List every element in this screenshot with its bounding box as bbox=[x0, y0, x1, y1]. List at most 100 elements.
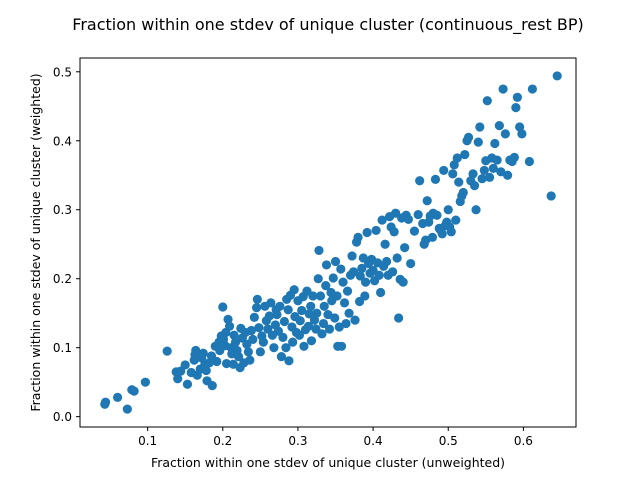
data-point-205 bbox=[469, 181, 480, 191]
data-point-123 bbox=[336, 341, 347, 351]
data-point-103 bbox=[312, 308, 322, 318]
data-point-7 bbox=[162, 346, 172, 356]
data-point-185 bbox=[437, 229, 447, 239]
data-point-43 bbox=[230, 337, 241, 347]
data-point-153 bbox=[380, 239, 390, 249]
data-point-106 bbox=[315, 291, 326, 301]
data-point-134 bbox=[353, 232, 363, 242]
data-point-76 bbox=[278, 332, 288, 342]
data-point-41 bbox=[228, 359, 238, 369]
data-point-96 bbox=[303, 321, 314, 331]
data-point-93 bbox=[299, 341, 309, 351]
data-point-179 bbox=[427, 232, 438, 242]
y-axis-ticks: 0.0 0.1 0.2 0.3 0.4 0.5 bbox=[53, 65, 80, 424]
data-point-193 bbox=[449, 160, 459, 170]
data-point-150 bbox=[376, 287, 386, 298]
data-point-219 bbox=[496, 167, 506, 177]
data-point-209 bbox=[477, 174, 487, 184]
data-point-60 bbox=[255, 347, 265, 357]
data-point-151 bbox=[377, 215, 387, 225]
data-point-200 bbox=[460, 149, 470, 160]
data-point-208 bbox=[475, 122, 485, 132]
x-tick-label: 0.3 bbox=[288, 434, 307, 448]
data-point-81 bbox=[284, 356, 294, 366]
data-point-108 bbox=[318, 318, 329, 329]
data-point-84 bbox=[288, 337, 298, 347]
data-point-172 bbox=[415, 176, 425, 186]
data-point-91 bbox=[297, 305, 307, 316]
data-point-122 bbox=[336, 264, 346, 274]
data-point-147 bbox=[371, 225, 381, 236]
data-point-75 bbox=[276, 352, 287, 362]
data-point-107 bbox=[317, 329, 327, 339]
x-tick-label: 0.5 bbox=[439, 434, 458, 448]
y-tick-label: 0.1 bbox=[53, 341, 72, 355]
data-point-2 bbox=[112, 392, 123, 402]
data-point-69 bbox=[269, 343, 279, 353]
data-point-66 bbox=[264, 311, 274, 321]
data-point-72 bbox=[272, 309, 282, 320]
x-tick-label: 0.6 bbox=[514, 434, 533, 448]
y-tick-label: 0.3 bbox=[53, 203, 72, 217]
data-point-218 bbox=[494, 120, 504, 131]
data-point-189 bbox=[443, 205, 453, 215]
data-point-194 bbox=[451, 215, 461, 225]
data-point-97 bbox=[304, 309, 314, 319]
plot-area-frame bbox=[79, 57, 577, 428]
data-point-191 bbox=[446, 227, 456, 237]
data-point-162 bbox=[394, 313, 404, 323]
data-point-111 bbox=[321, 260, 332, 270]
data-point-6 bbox=[140, 377, 150, 387]
data-point-62 bbox=[258, 337, 268, 347]
data-point-12 bbox=[182, 379, 193, 389]
data-point-113 bbox=[324, 324, 335, 334]
data-points bbox=[100, 71, 562, 414]
data-point-207 bbox=[473, 137, 483, 147]
data-point-217 bbox=[492, 155, 502, 165]
data-point-158 bbox=[388, 267, 398, 277]
data-point-141 bbox=[362, 227, 372, 238]
y-tick-label: 0.4 bbox=[53, 134, 72, 148]
data-point-59 bbox=[254, 323, 264, 333]
data-point-90 bbox=[295, 316, 305, 326]
x-axis-ticks: 0.1 0.2 0.3 0.4 0.5 0.6 bbox=[138, 427, 533, 448]
data-point-232 bbox=[546, 191, 556, 201]
data-point-78 bbox=[281, 343, 291, 353]
data-point-42 bbox=[229, 330, 239, 340]
data-point-9 bbox=[173, 374, 183, 384]
data-point-105 bbox=[314, 245, 324, 256]
data-point-110 bbox=[321, 281, 331, 291]
data-point-126 bbox=[341, 318, 351, 329]
data-point-99 bbox=[306, 336, 317, 346]
data-point-116 bbox=[328, 273, 338, 283]
data-point-26 bbox=[207, 381, 217, 391]
data-point-131 bbox=[348, 267, 359, 277]
data-point-5 bbox=[129, 386, 139, 396]
data-point-139 bbox=[360, 291, 370, 301]
data-point-132 bbox=[350, 315, 360, 325]
data-point-176 bbox=[422, 196, 432, 206]
data-point-128 bbox=[344, 308, 354, 318]
data-point-121 bbox=[334, 322, 344, 332]
data-point-225 bbox=[509, 152, 519, 162]
data-point-170 bbox=[409, 226, 420, 236]
data-point-202 bbox=[463, 132, 474, 142]
data-point-231 bbox=[527, 84, 538, 94]
data-point-169 bbox=[406, 258, 416, 269]
data-point-119 bbox=[332, 291, 342, 301]
data-point-104 bbox=[313, 274, 323, 284]
data-point-165 bbox=[398, 277, 408, 287]
data-point-117 bbox=[330, 313, 340, 323]
x-axis-label: Fraction within one stdev of unique clus… bbox=[151, 455, 505, 470]
data-point-192 bbox=[448, 169, 458, 179]
data-point-74 bbox=[275, 301, 285, 311]
data-point-85 bbox=[289, 285, 299, 295]
data-point-1 bbox=[100, 397, 111, 407]
data-point-28 bbox=[212, 356, 222, 367]
data-point-229 bbox=[517, 129, 527, 139]
data-point-168 bbox=[403, 214, 414, 224]
data-point-228 bbox=[515, 122, 525, 132]
data-point-136 bbox=[355, 271, 365, 281]
